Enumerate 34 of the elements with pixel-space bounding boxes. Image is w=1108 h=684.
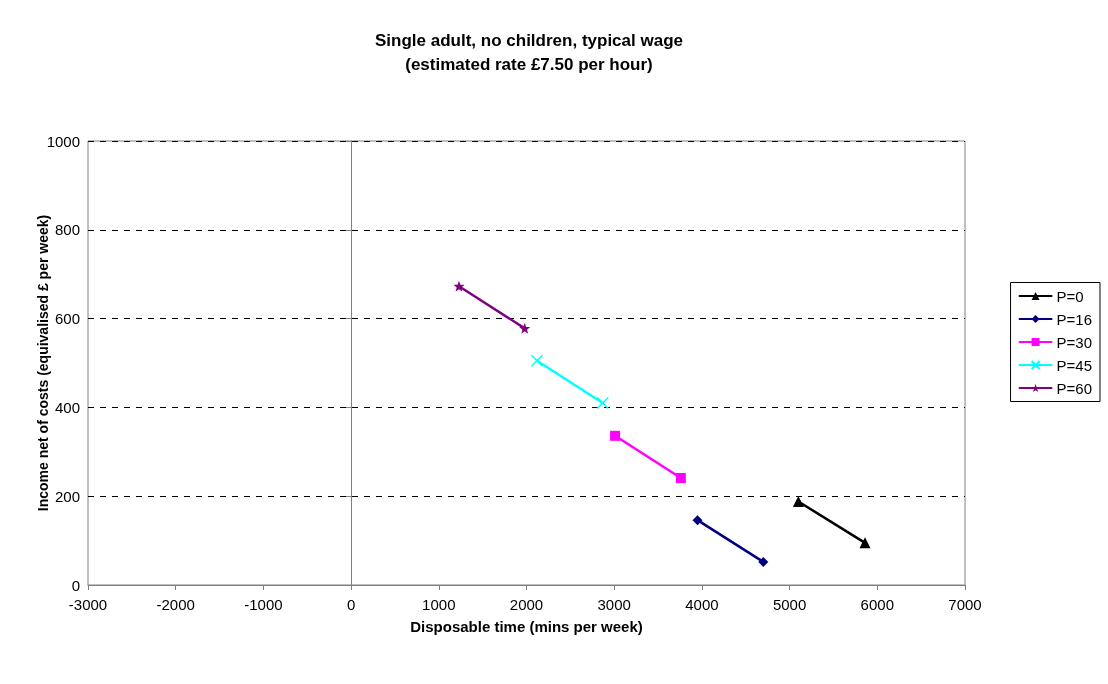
y-tick-label: 200 bbox=[54, 487, 80, 505]
point bbox=[610, 430, 621, 441]
legend-label: P=60 bbox=[1056, 379, 1092, 397]
point bbox=[519, 322, 531, 334]
y-tick-label: 600 bbox=[54, 310, 80, 328]
x-tick-label: 7000 bbox=[948, 596, 982, 613]
point bbox=[530, 354, 544, 368]
x-tick-label: -3000 bbox=[68, 596, 108, 613]
x-tick-label: -1000 bbox=[244, 596, 283, 613]
x-tick-label: 6000 bbox=[860, 596, 894, 613]
point bbox=[692, 515, 703, 526]
x-tick-label: 1000 bbox=[422, 596, 456, 613]
y-tick-label: 1000 bbox=[46, 132, 80, 150]
x-tick-label: 2000 bbox=[509, 596, 544, 613]
point bbox=[596, 396, 610, 410]
y-tick-label: 400 bbox=[54, 398, 80, 416]
point bbox=[675, 473, 686, 483]
chart-subtitle: (estimated rate £7.50 per hour) bbox=[405, 55, 653, 74]
x-tick-label: 5000 bbox=[772, 596, 807, 613]
legend-label: P=0 bbox=[1056, 287, 1084, 305]
chart-title: Single adult, no children, typical wage bbox=[375, 31, 683, 50]
x-tick-label: 4000 bbox=[685, 596, 719, 613]
legend-label: P=30 bbox=[1056, 333, 1092, 351]
y-tick-label: 800 bbox=[54, 221, 80, 239]
point bbox=[758, 556, 769, 567]
x-axis-title: Disposable time (mins per week) bbox=[410, 618, 643, 635]
legend-label: P=16 bbox=[1056, 310, 1092, 328]
point bbox=[453, 280, 465, 292]
x-tick-label: 3000 bbox=[597, 596, 631, 613]
x-tick-label: 0 bbox=[346, 596, 356, 613]
y-tick-label: 0 bbox=[71, 576, 80, 594]
x-tick-label: -2000 bbox=[156, 596, 195, 613]
y-axis-title: Income net of costs (equivalised £ per week) bbox=[35, 214, 51, 512]
legend-label: P=45 bbox=[1056, 356, 1092, 374]
